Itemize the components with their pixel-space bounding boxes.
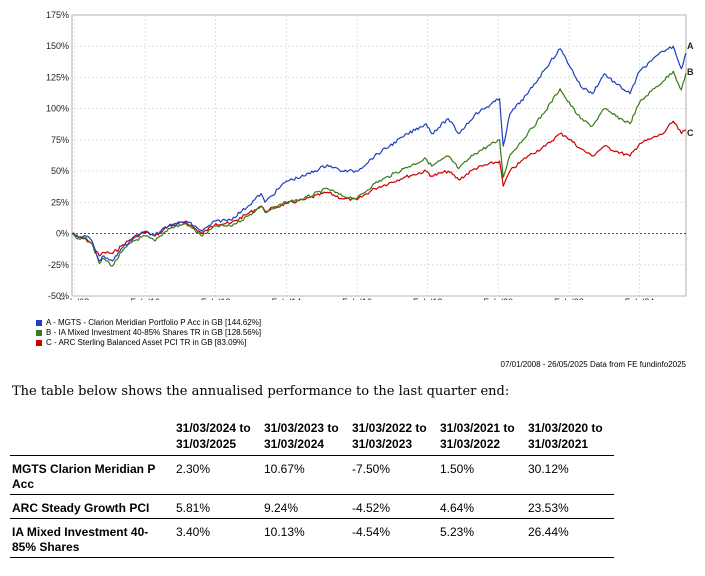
- x-tick-label: Feb '20: [483, 297, 513, 300]
- legend-label-a: A - MGTS - Clarion Meridian Portfolio P …: [46, 318, 262, 327]
- legend-swatch-a: [36, 320, 42, 326]
- legend-item-c: C - ARC Sterling Balanced Asset PCI TR i…: [36, 338, 261, 348]
- header-period-3: 31/03/2022 to 31/03/2023: [350, 418, 438, 456]
- header-period-2: 31/03/2023 to 31/03/2024: [262, 418, 350, 456]
- legend-label-b: B - IA Mixed Investment 40-85% Shares TR…: [46, 328, 262, 337]
- x-tick-label: Feb '16: [342, 297, 372, 300]
- x-tick-label: Feb '12: [201, 297, 231, 300]
- cell-value: 5.23%: [438, 518, 526, 558]
- cell-value: 10.13%: [262, 518, 350, 558]
- series-end-label-c: C: [687, 128, 694, 138]
- header-period-1: 31/03/2024 to 31/03/2025: [174, 418, 262, 456]
- x-tick-label: Feb '22: [554, 297, 584, 300]
- fund-name: MGTS Clarion Meridian P Acc: [10, 455, 174, 495]
- y-axis-ticks: 175% 150% 125% 100% 75% 50% 25% 0% -25% -50%: [46, 10, 69, 300]
- y-tick-label: 25%: [51, 197, 69, 207]
- fund-name: IA Mixed Investment 40-85% Shares: [10, 518, 174, 558]
- cell-value: 23.53%: [526, 494, 614, 519]
- y-tick-label: 125%: [46, 72, 69, 82]
- cell-value: -4.52%: [350, 494, 438, 519]
- cell-value: 2.30%: [174, 455, 262, 495]
- cell-value: 5.81%: [174, 494, 262, 519]
- y-tick-label: 0%: [56, 229, 69, 239]
- cell-value: 1.50%: [438, 455, 526, 495]
- x-tick-label: Feb '08: [60, 297, 90, 300]
- performance-chart: 175% 150% 125% 100% 75% 50% 25% 0% -25% -50% Feb …: [46, 10, 694, 300]
- cell-value: 26.44%: [526, 518, 614, 558]
- y-tick-label: -25%: [48, 260, 69, 270]
- x-axis-ticks: Feb '08 Feb '10 Feb '12 Feb '14 Feb '16 Feb '…: [60, 297, 655, 300]
- table-header-row: 31/03/2024 to 31/03/2025 31/03/2023 to 3…: [10, 418, 614, 456]
- table-row: MGTS Clarion Meridian P Acc 2.30% 10.67%…: [10, 455, 614, 495]
- y-tick-label: 150%: [46, 41, 69, 51]
- fund-name: ARC Steady Growth PCI: [10, 494, 174, 519]
- legend-label-c: C - ARC Sterling Balanced Asset PCI TR i…: [46, 338, 247, 347]
- cell-value: 30.12%: [526, 455, 614, 495]
- series-lines: C B A: [71, 41, 694, 267]
- y-tick-label: 100%: [46, 104, 69, 114]
- header-period-5: 31/03/2020 to 31/03/2021: [526, 418, 614, 456]
- legend-swatch-c: [36, 340, 42, 346]
- cell-value: 4.64%: [438, 494, 526, 519]
- legend-item-a: A - MGTS - Clarion Meridian Portfolio P …: [36, 318, 261, 328]
- table-row: IA Mixed Investment 40-85% Shares 3.40% …: [10, 518, 614, 558]
- x-tick-label: Feb '24: [625, 297, 655, 300]
- series-end-label-b: B: [687, 67, 694, 77]
- cell-value: 10.67%: [262, 455, 350, 495]
- series-end-label-a: A: [687, 41, 694, 51]
- y-tick-label: 75%: [51, 135, 69, 145]
- series-line-b: [71, 70, 687, 267]
- plot-area: [71, 14, 687, 297]
- y-tick-label: 50%: [51, 166, 69, 176]
- legend: A - MGTS - Clarion Meridian Portfolio P …: [36, 318, 261, 348]
- legend-item-b: B - IA Mixed Investment 40-85% Shares TR…: [36, 328, 261, 338]
- table-row: ARC Steady Growth PCI 5.81% 9.24% -4.52%…: [10, 494, 614, 519]
- y-tick-label: 175%: [46, 10, 69, 20]
- x-tick-label: Feb '18: [413, 297, 443, 300]
- cell-value: -7.50%: [350, 455, 438, 495]
- chart-svg: 175% 150% 125% 100% 75% 50% 25% 0% -25% -50% Feb …: [46, 10, 694, 300]
- header-fund: [10, 418, 174, 456]
- header-period-4: 31/03/2021 to 31/03/2022: [438, 418, 526, 456]
- y-tick-label: -50%: [48, 291, 69, 300]
- cell-value: 9.24%: [262, 494, 350, 519]
- cell-value: -4.54%: [350, 518, 438, 558]
- x-tick-label: Feb '10: [130, 297, 160, 300]
- table-intro-text: The table below shows the annualised per…: [12, 384, 510, 399]
- cell-value: 3.40%: [174, 518, 262, 558]
- legend-swatch-b: [36, 330, 42, 336]
- data-source-note: 07/01/2008 - 26/05/2025 Data from FE fun…: [500, 360, 686, 369]
- gridlines: [72, 14, 686, 297]
- performance-table: 31/03/2024 to 31/03/2025 31/03/2023 to 3…: [10, 418, 614, 558]
- x-tick-label: Feb '14: [272, 297, 302, 300]
- series-line-a: [71, 45, 687, 262]
